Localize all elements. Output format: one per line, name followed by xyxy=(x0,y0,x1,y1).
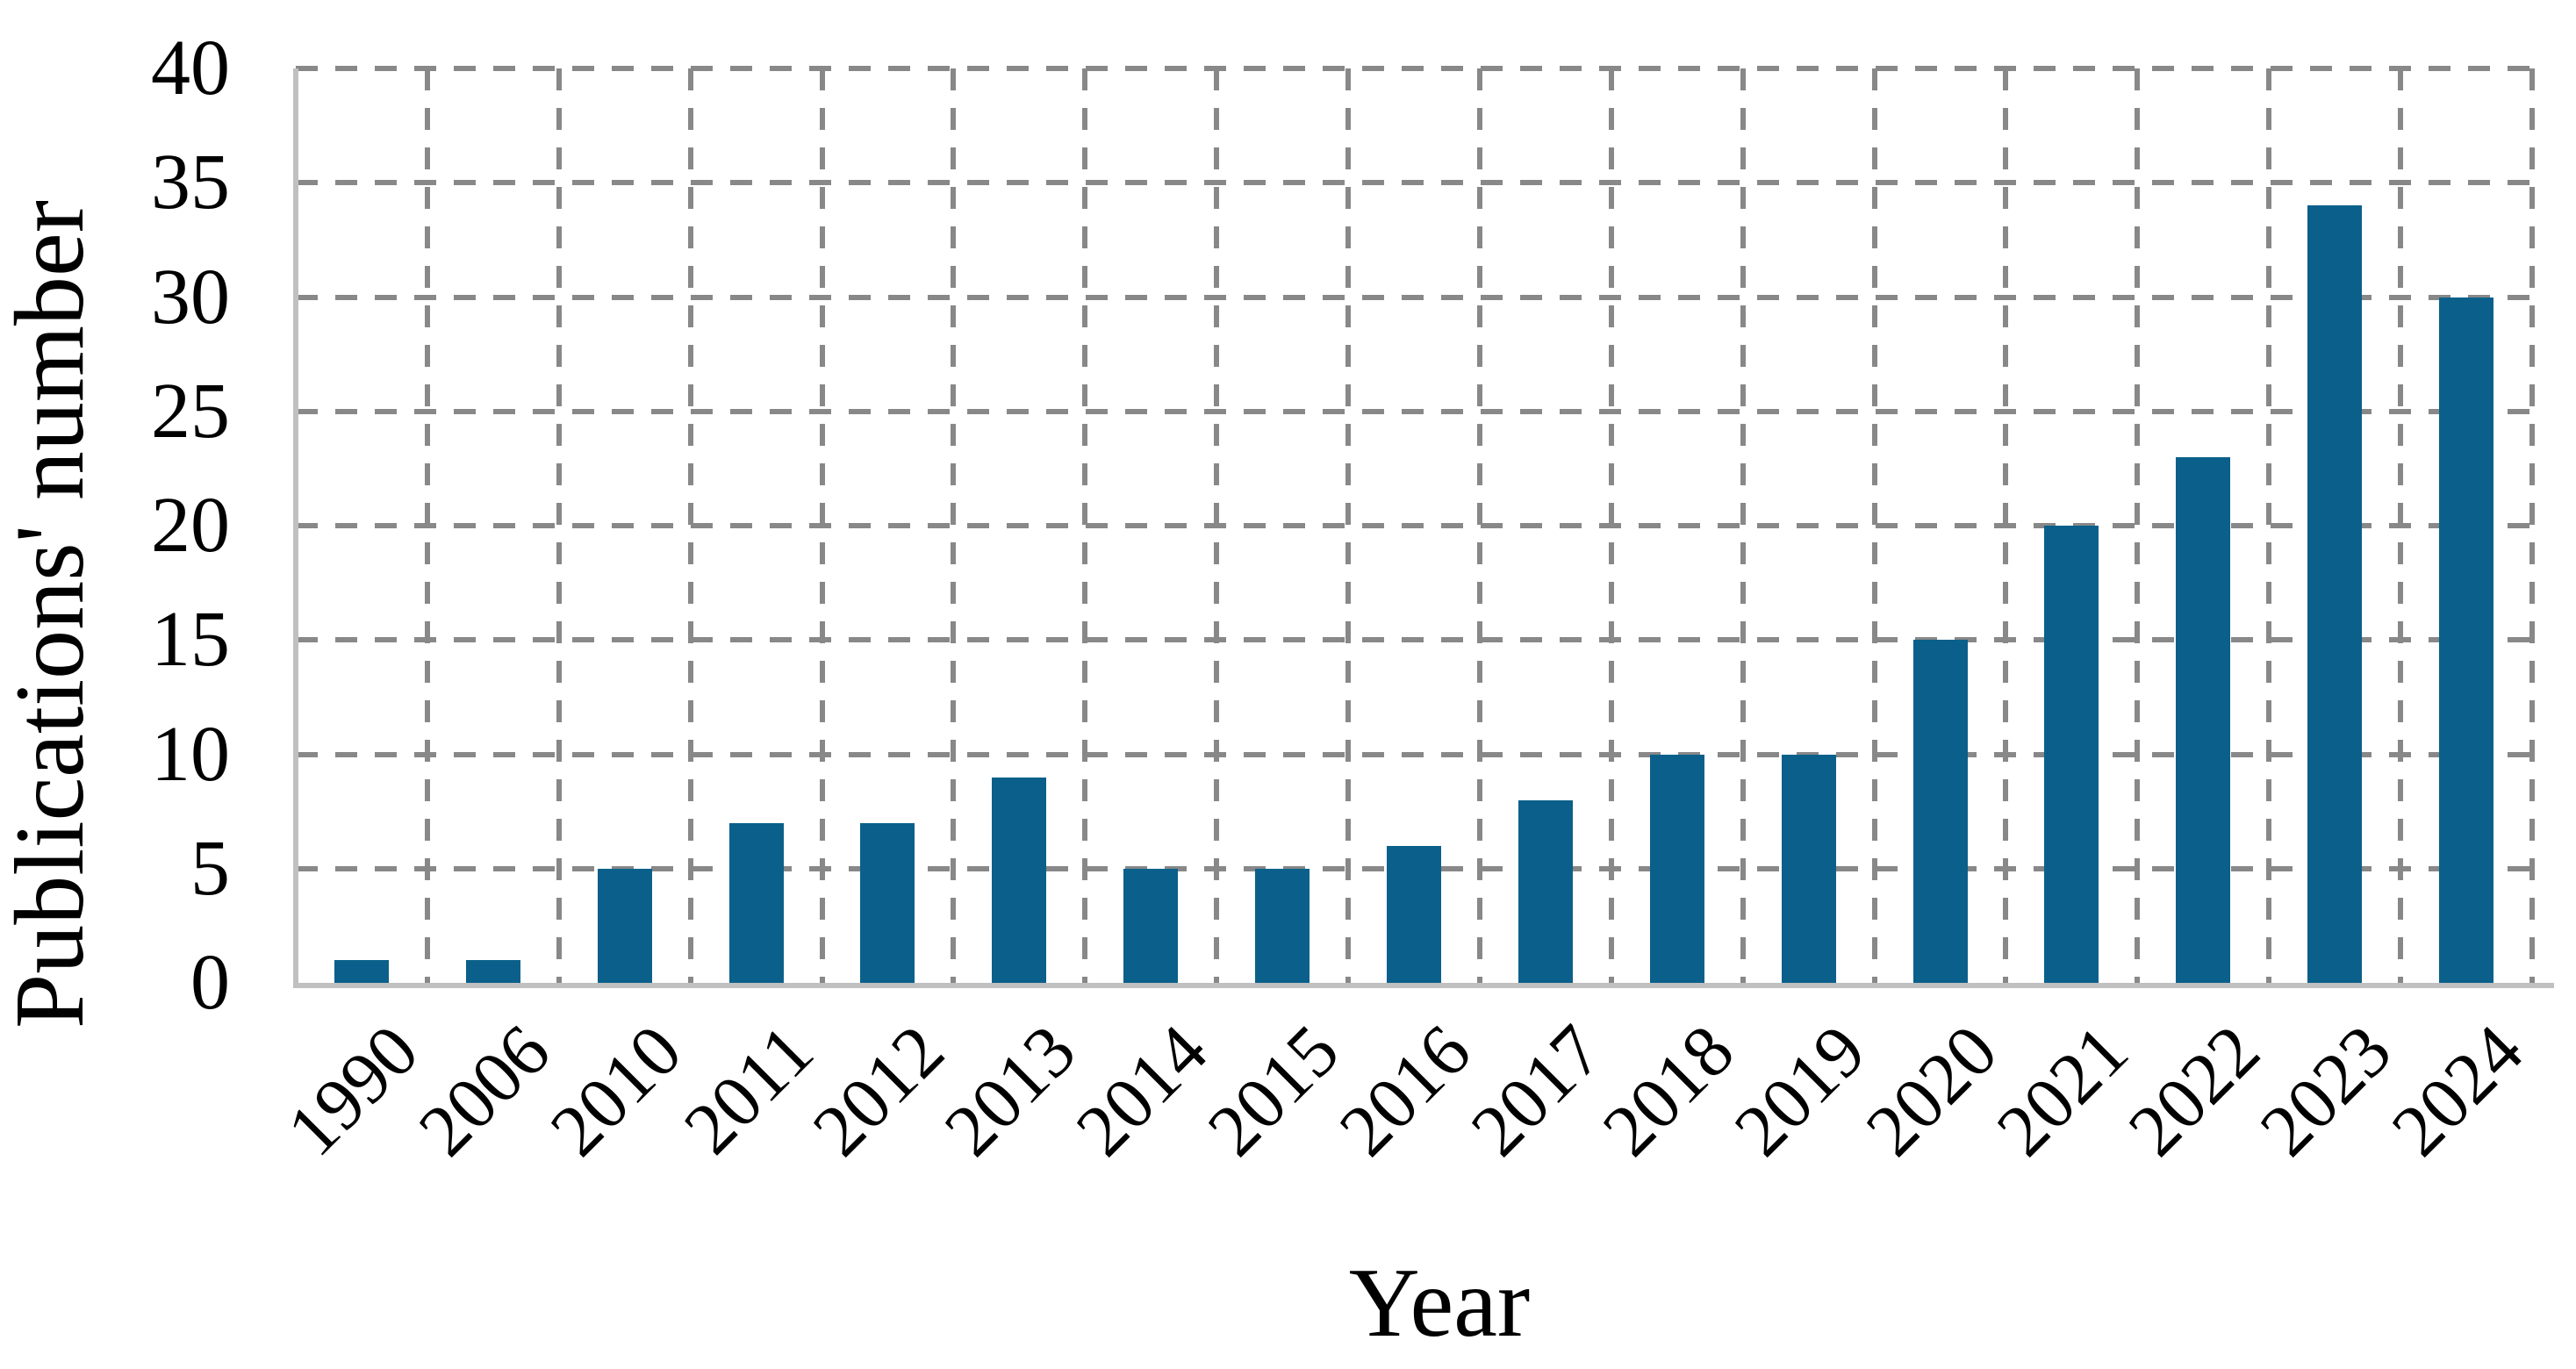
bar-1990 xyxy=(334,959,389,983)
x-axis-line xyxy=(293,983,2554,988)
gridline-y-20 xyxy=(296,523,2535,528)
gridline-x-12 xyxy=(1871,68,1877,983)
y-axis-line xyxy=(293,68,298,988)
bar-2012 xyxy=(860,822,915,983)
gridline-x-15 xyxy=(2266,68,2272,983)
gridline-x-13 xyxy=(2003,68,2009,983)
gridline-x-7 xyxy=(1214,68,1220,983)
gridline-x-14 xyxy=(2135,68,2141,983)
y-tick-label-25: 25 xyxy=(151,367,230,455)
bar-2024 xyxy=(2439,297,2494,983)
gridline-y-35 xyxy=(296,180,2535,186)
y-tick-label-40: 40 xyxy=(151,25,230,111)
gridline-y-30 xyxy=(296,294,2535,300)
bar-2018 xyxy=(1649,754,1704,983)
gridline-x-5 xyxy=(951,68,957,983)
gridline-x-9 xyxy=(1476,68,1482,983)
gridline-x-2 xyxy=(556,68,562,983)
bar-2006 xyxy=(465,959,520,983)
bar-2022 xyxy=(2176,456,2231,983)
gridline-x-6 xyxy=(1082,68,1088,983)
gridline-x-11 xyxy=(1740,68,1746,983)
gridline-x-4 xyxy=(819,68,825,983)
y-tick-label-15: 15 xyxy=(151,596,230,684)
gridline-x-16 xyxy=(2398,68,2404,983)
bar-2015 xyxy=(1255,868,1310,983)
x-axis-title: Year xyxy=(1348,1249,1531,1358)
bar-2021 xyxy=(2044,526,2099,983)
bar-2010 xyxy=(597,868,652,983)
bar-2016 xyxy=(1387,845,1441,983)
y-tick-label-5: 5 xyxy=(190,824,230,912)
gridline-y-15 xyxy=(296,637,2535,643)
bar-2020 xyxy=(1912,640,1968,983)
y-tick-label-10: 10 xyxy=(151,710,230,798)
y-tick-label-30: 30 xyxy=(151,253,230,340)
y-tick-label-0: 0 xyxy=(190,939,230,1026)
gridline-y-25 xyxy=(296,408,2535,414)
bar-2023 xyxy=(2307,205,2363,983)
gridline-x-1 xyxy=(424,68,430,983)
gridline-x-8 xyxy=(1345,68,1352,983)
bar-2019 xyxy=(1781,754,1836,983)
y-tick-label-20: 20 xyxy=(151,482,230,569)
y-tick-label-35: 35 xyxy=(151,139,230,226)
bar-2011 xyxy=(728,822,784,983)
gridline-x-10 xyxy=(1608,68,1614,983)
gridline-y-40 xyxy=(296,66,2535,71)
gridline-y-10 xyxy=(296,751,2535,757)
bar-2014 xyxy=(1123,868,1179,983)
bar-2013 xyxy=(992,777,1047,983)
gridline-x-3 xyxy=(687,68,693,983)
bar-2017 xyxy=(1518,799,1573,983)
gridline-x-17 xyxy=(2529,68,2535,983)
